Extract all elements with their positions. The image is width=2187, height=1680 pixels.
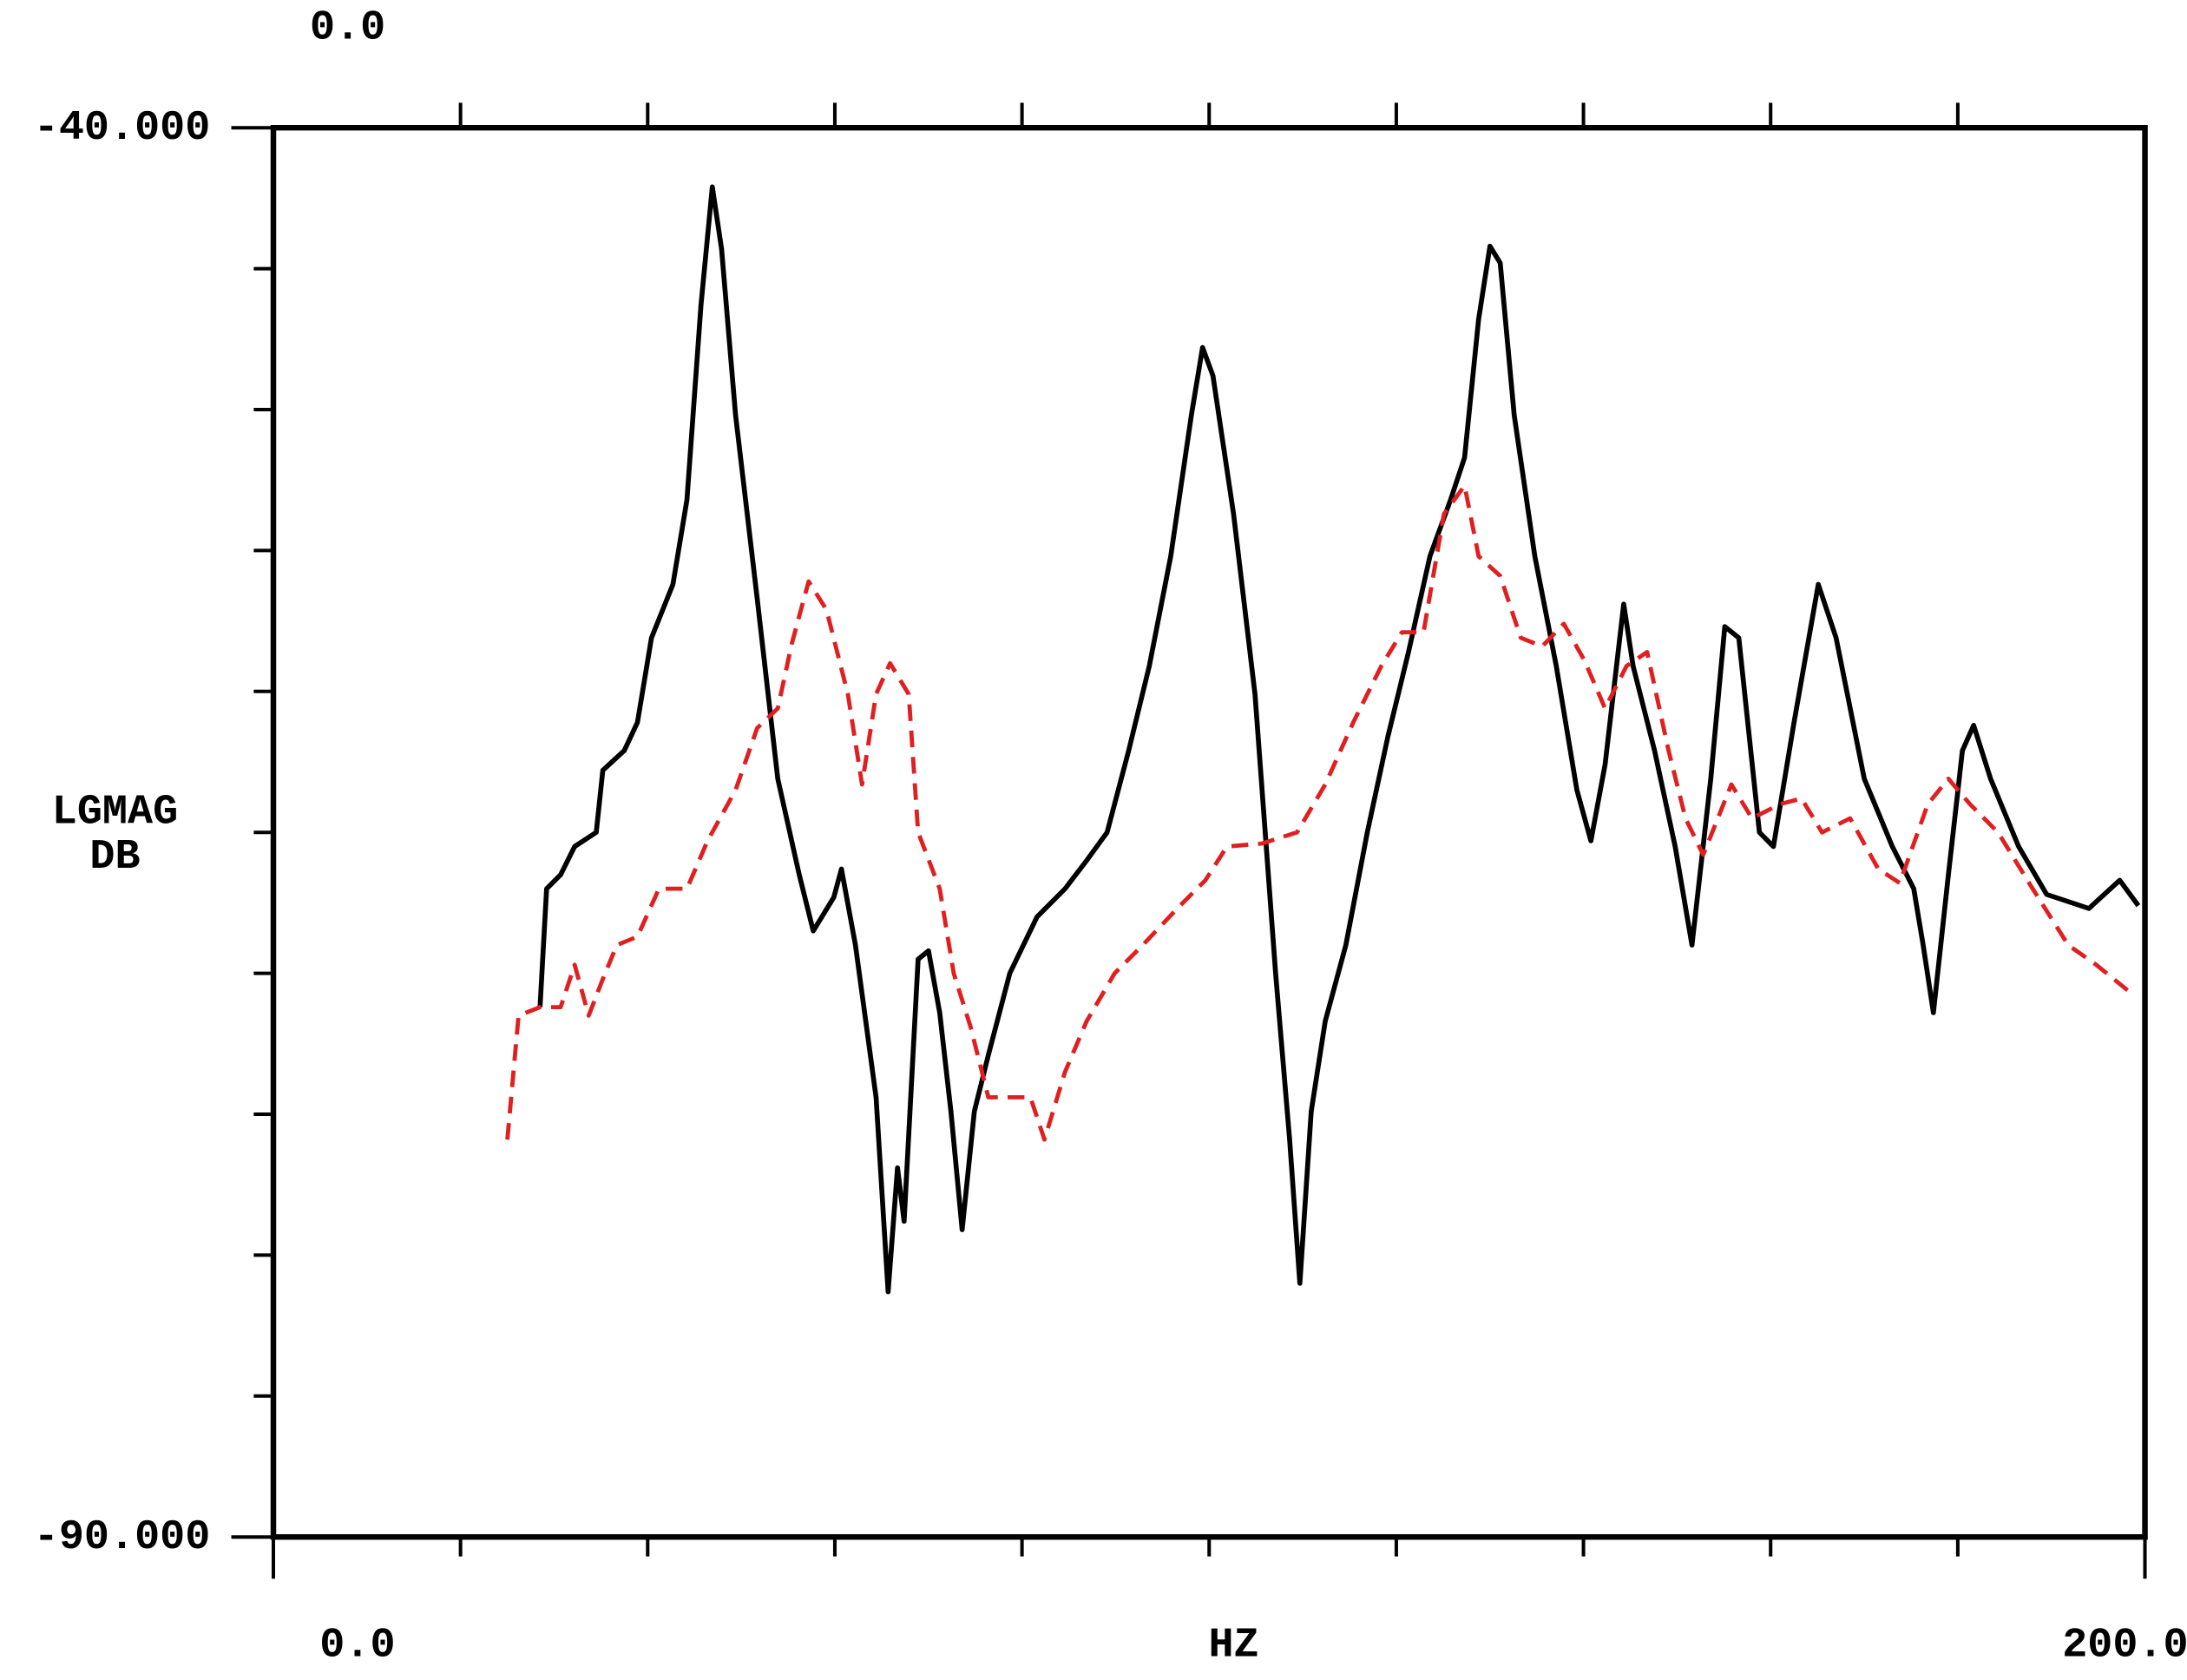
series-line xyxy=(537,184,2141,1295)
series-line xyxy=(505,483,2132,1142)
y-axis-label: DB xyxy=(89,834,140,881)
top-label: 0.0 xyxy=(310,5,385,52)
x-axis-label: HZ xyxy=(1208,1623,1258,1670)
x-tick-label: 0.0 xyxy=(319,1623,395,1670)
plot-frame xyxy=(270,125,2148,1540)
y-tick-label: -40.000 xyxy=(34,105,211,152)
y-tick-label: -90.000 xyxy=(34,1514,211,1561)
x-tick-label: 200.00 xyxy=(2062,1623,2187,1670)
y-axis-label: LGMAG xyxy=(52,790,178,837)
